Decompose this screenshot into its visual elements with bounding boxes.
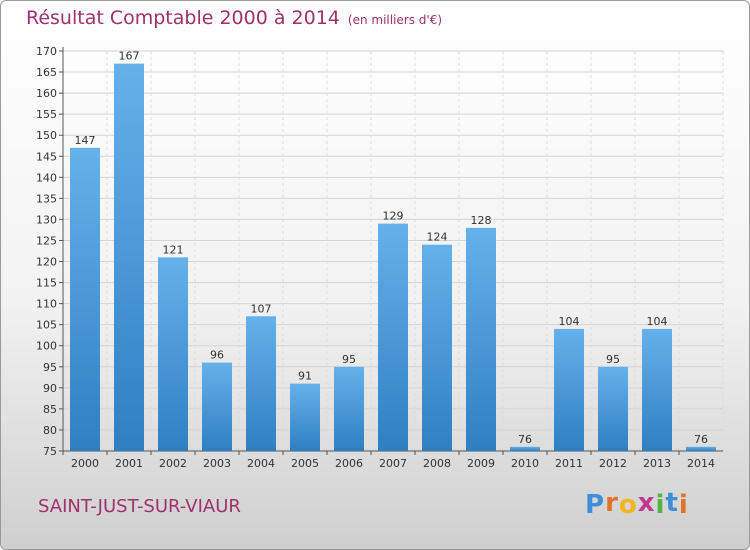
bar xyxy=(422,244,452,451)
data-label: 104 xyxy=(559,315,580,328)
x-tick-label: 2005 xyxy=(291,457,319,470)
data-label: 167 xyxy=(119,50,140,63)
data-label: 76 xyxy=(694,433,708,446)
x-tick-label: 2011 xyxy=(555,457,583,470)
commune-name: SAINT-JUST-SUR-VIAUR xyxy=(38,496,241,517)
bar xyxy=(642,328,672,451)
x-tick-label: 2010 xyxy=(511,457,539,470)
y-tick-label: 80 xyxy=(43,424,57,437)
x-tick-label: 2001 xyxy=(115,457,143,470)
y-tick-label: 120 xyxy=(36,256,57,269)
data-label: 128 xyxy=(471,214,492,227)
y-tick-label: 145 xyxy=(36,150,57,163)
y-tick-label: 90 xyxy=(43,382,57,395)
y-tick-label: 160 xyxy=(36,87,57,100)
bar xyxy=(70,147,100,451)
chart-title: Résultat Comptable 2000 à 2014 xyxy=(26,7,340,29)
labels: 75 80 85 90 95 100 105 110 115 120 125 130 135 140 145… xyxy=(36,45,715,470)
x-tick-label: 2009 xyxy=(467,457,495,470)
x-tick-label: 2000 xyxy=(71,457,99,470)
logo-letter: r xyxy=(605,488,619,518)
bar xyxy=(378,223,408,451)
title-row: Résultat Comptable 2000 à 2014 (en millie… xyxy=(26,7,442,29)
data-label: 76 xyxy=(518,433,532,446)
data-label: 107 xyxy=(251,302,272,315)
y-tick-label: 155 xyxy=(36,108,57,121)
x-tick-label: 2006 xyxy=(335,457,363,470)
data-label: 104 xyxy=(647,315,668,328)
x-tick-label: 2008 xyxy=(423,457,451,470)
y-tick-label: 170 xyxy=(36,45,57,58)
data-label: 95 xyxy=(606,353,620,366)
logo-letter: t xyxy=(665,488,679,518)
data-label: 91 xyxy=(298,370,312,383)
logo-letter: o xyxy=(618,490,638,520)
bar xyxy=(466,227,496,451)
data-label: 121 xyxy=(163,243,184,256)
x-tick-label: 2007 xyxy=(379,457,407,470)
bar xyxy=(686,446,716,451)
bar xyxy=(114,63,144,451)
logo-letter: x xyxy=(637,488,656,518)
y-tick-label: 85 xyxy=(43,403,57,416)
logo-letter: P xyxy=(585,490,606,520)
y-tick-label: 150 xyxy=(36,129,57,142)
y-tick-label: 100 xyxy=(36,340,57,353)
proxiti-logo: Proxiti xyxy=(585,488,689,520)
bar xyxy=(158,257,188,451)
data-label: 96 xyxy=(210,349,224,362)
chart-unit: (en milliers d'€) xyxy=(347,13,443,27)
bar xyxy=(246,316,276,451)
y-tick-label: 140 xyxy=(36,171,57,184)
y-tick-label: 105 xyxy=(36,319,57,332)
y-tick-label: 115 xyxy=(36,277,57,290)
x-tick-label: 2012 xyxy=(599,457,627,470)
x-tick-label: 2003 xyxy=(203,457,231,470)
bar xyxy=(334,366,364,451)
x-tick-label: 2013 xyxy=(643,457,671,470)
y-tick-label: 75 xyxy=(43,445,57,458)
bar xyxy=(202,362,232,451)
data-label: 95 xyxy=(342,353,356,366)
x-tick-label: 2004 xyxy=(247,457,275,470)
data-label: 147 xyxy=(75,134,96,147)
y-tick-label: 110 xyxy=(36,298,57,311)
x-tick-label: 2014 xyxy=(687,457,715,470)
bar xyxy=(290,383,320,451)
bar xyxy=(510,446,540,451)
y-tick-label: 130 xyxy=(36,213,57,226)
y-tick-label: 95 xyxy=(43,361,57,374)
x-tick-label: 2002 xyxy=(159,457,187,470)
bars xyxy=(70,63,716,451)
y-tick-label: 135 xyxy=(36,192,57,205)
logo-letter: i xyxy=(678,490,689,520)
bar xyxy=(554,328,584,451)
data-label: 124 xyxy=(427,231,448,244)
bar xyxy=(598,366,628,451)
data-label: 129 xyxy=(383,210,404,223)
logo-letter: i xyxy=(655,490,666,520)
y-tick-label: 125 xyxy=(36,234,57,247)
y-tick-label: 165 xyxy=(36,66,57,79)
